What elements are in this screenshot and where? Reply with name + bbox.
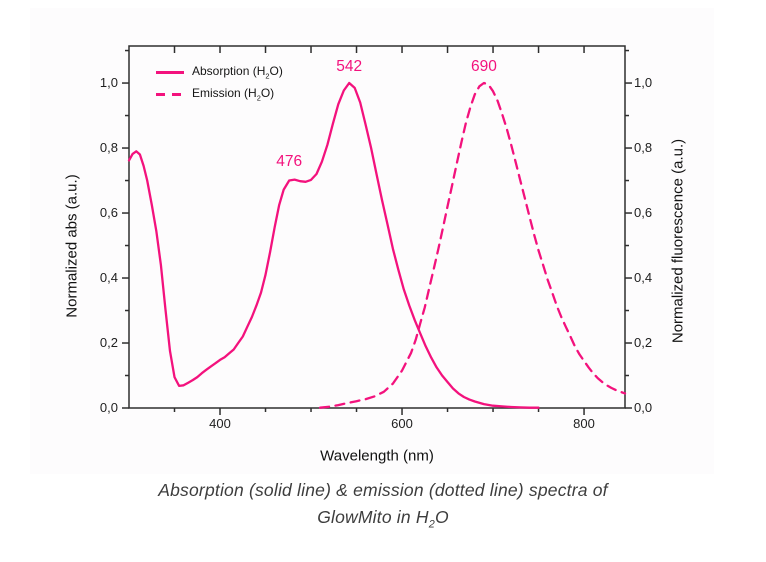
left-axis-title: Normalized abs (a.u.) (63, 174, 81, 318)
caption-line-1: Absorption (solid line) & emission (dott… (158, 480, 608, 500)
right-axis-title: Normalized fluorescence (a.u.) (669, 138, 687, 344)
y-tick-label-right: 1,0 (634, 75, 653, 90)
legend-item-absorption: Absorption (H2O) (156, 63, 283, 82)
peak-annotation: 690 (470, 58, 497, 76)
legend-item-emission: Emission (H2O) (156, 85, 283, 104)
chart-legend: Absorption (H2O) Emission (H2O) (156, 63, 283, 104)
y-tick-label-right: 0,4 (634, 270, 653, 285)
x-tick-label: 800 (573, 416, 595, 431)
legend-label-absorption: Absorption (H2O) (192, 64, 283, 81)
y-tick-label-left: 0,8 (99, 140, 118, 155)
x-tick-label: 400 (209, 416, 231, 431)
legend-label-emission: Emission (H2O) (192, 86, 275, 103)
solid-line-sample-icon (156, 71, 184, 74)
x-tick-label: 600 (391, 416, 413, 431)
y-tick-label-left: 0,6 (99, 205, 118, 220)
y-tick-label-right: 0,8 (634, 140, 653, 155)
peak-annotation: 542 (336, 58, 363, 76)
peak-annotation: 476 (276, 153, 303, 170)
y-tick-label-left: 0,0 (99, 400, 118, 415)
dashed-line-sample-icon (156, 93, 184, 96)
y-tick-label-right: 0,0 (634, 400, 653, 415)
caption-line-2: GlowMito in H2O (317, 507, 449, 531)
y-tick-label-right: 0,6 (634, 205, 653, 220)
y-tick-label-right: 0,2 (634, 335, 653, 350)
y-tick-label-left: 1,0 (99, 75, 118, 90)
x-axis-title: Wavelength (nm) (320, 447, 434, 465)
y-tick-label-left: 0,4 (99, 270, 118, 285)
y-tick-label-left: 0,2 (99, 335, 118, 350)
figure-caption: Absorption (solid line) & emission (dott… (0, 477, 766, 539)
